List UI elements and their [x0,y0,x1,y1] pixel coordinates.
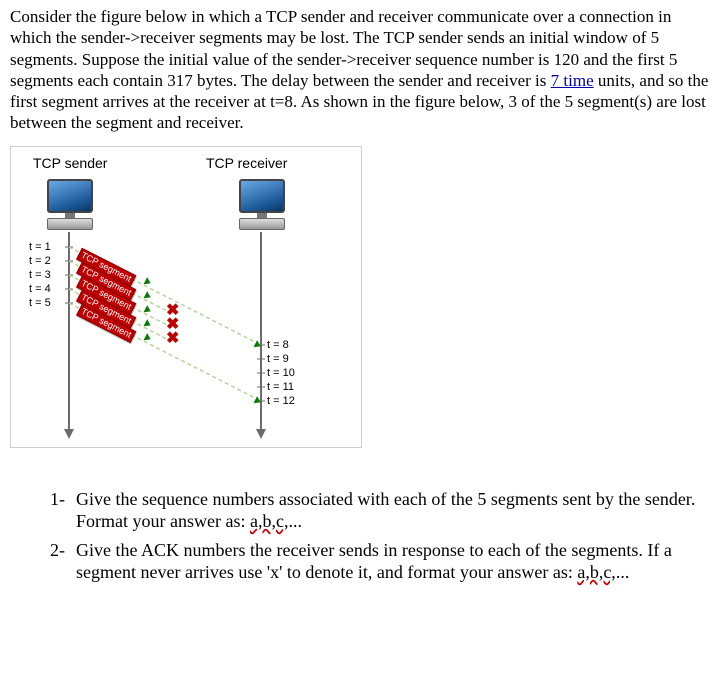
receiver-title: TCP receiver [206,155,287,173]
sender-time-5: t = 5 [29,297,51,311]
sender-time-3: t = 3 [29,269,51,283]
tcp-figure: TCP sender TCP receiver [10,146,362,448]
question-2-post: ... [616,562,630,582]
question-1: 1- Give the sequence numbers associated … [50,488,709,533]
question-2: 2- Give the ACK numbers the receiver sen… [50,539,709,584]
sender-time-1: t = 1 [29,241,51,255]
receiver-time-5: t = 12 [267,395,295,409]
problem-statement: Consider the figure below in which a TCP… [10,6,709,134]
segment-arrow-5 [144,333,153,343]
sender-computer-icon [47,179,93,230]
question-1-post: ... [288,511,302,531]
segment-arrow-4 [144,319,153,329]
arrive-arrow-5 [254,396,263,406]
arrive-arrow-1 [254,340,263,350]
segment-arrow-2 [144,291,153,301]
sender-time-4: t = 4 [29,283,51,297]
segment-arrow-1 [144,277,153,287]
receiver-time-2: t = 9 [267,353,289,367]
sender-time-2: t = 2 [29,255,51,269]
sender-title: TCP sender [33,155,107,173]
question-2-number: 2- [50,539,76,584]
segment-arrow-3 [144,305,153,315]
time-link[interactable]: 7 time [551,71,594,90]
question-1-body: Give the sequence numbers associated wit… [76,488,709,533]
page: Consider the figure below in which a TCP… [0,0,719,610]
receiver-time-3: t = 10 [267,367,295,381]
question-1-number: 1- [50,488,76,533]
question-2-wavy: a,b,c, [577,562,615,582]
loss-cross-4: ✖ [166,331,179,347]
question-1-text: Give the sequence numbers associated wit… [76,489,695,532]
question-1-wavy: a,b,c, [250,511,288,531]
receiver-time-1: t = 8 [267,339,289,353]
receiver-time-4: t = 11 [267,381,294,395]
question-2-body: Give the ACK numbers the receiver sends … [76,539,709,584]
receiver-computer-icon [239,179,285,230]
question-list: 1- Give the sequence numbers associated … [10,488,709,584]
